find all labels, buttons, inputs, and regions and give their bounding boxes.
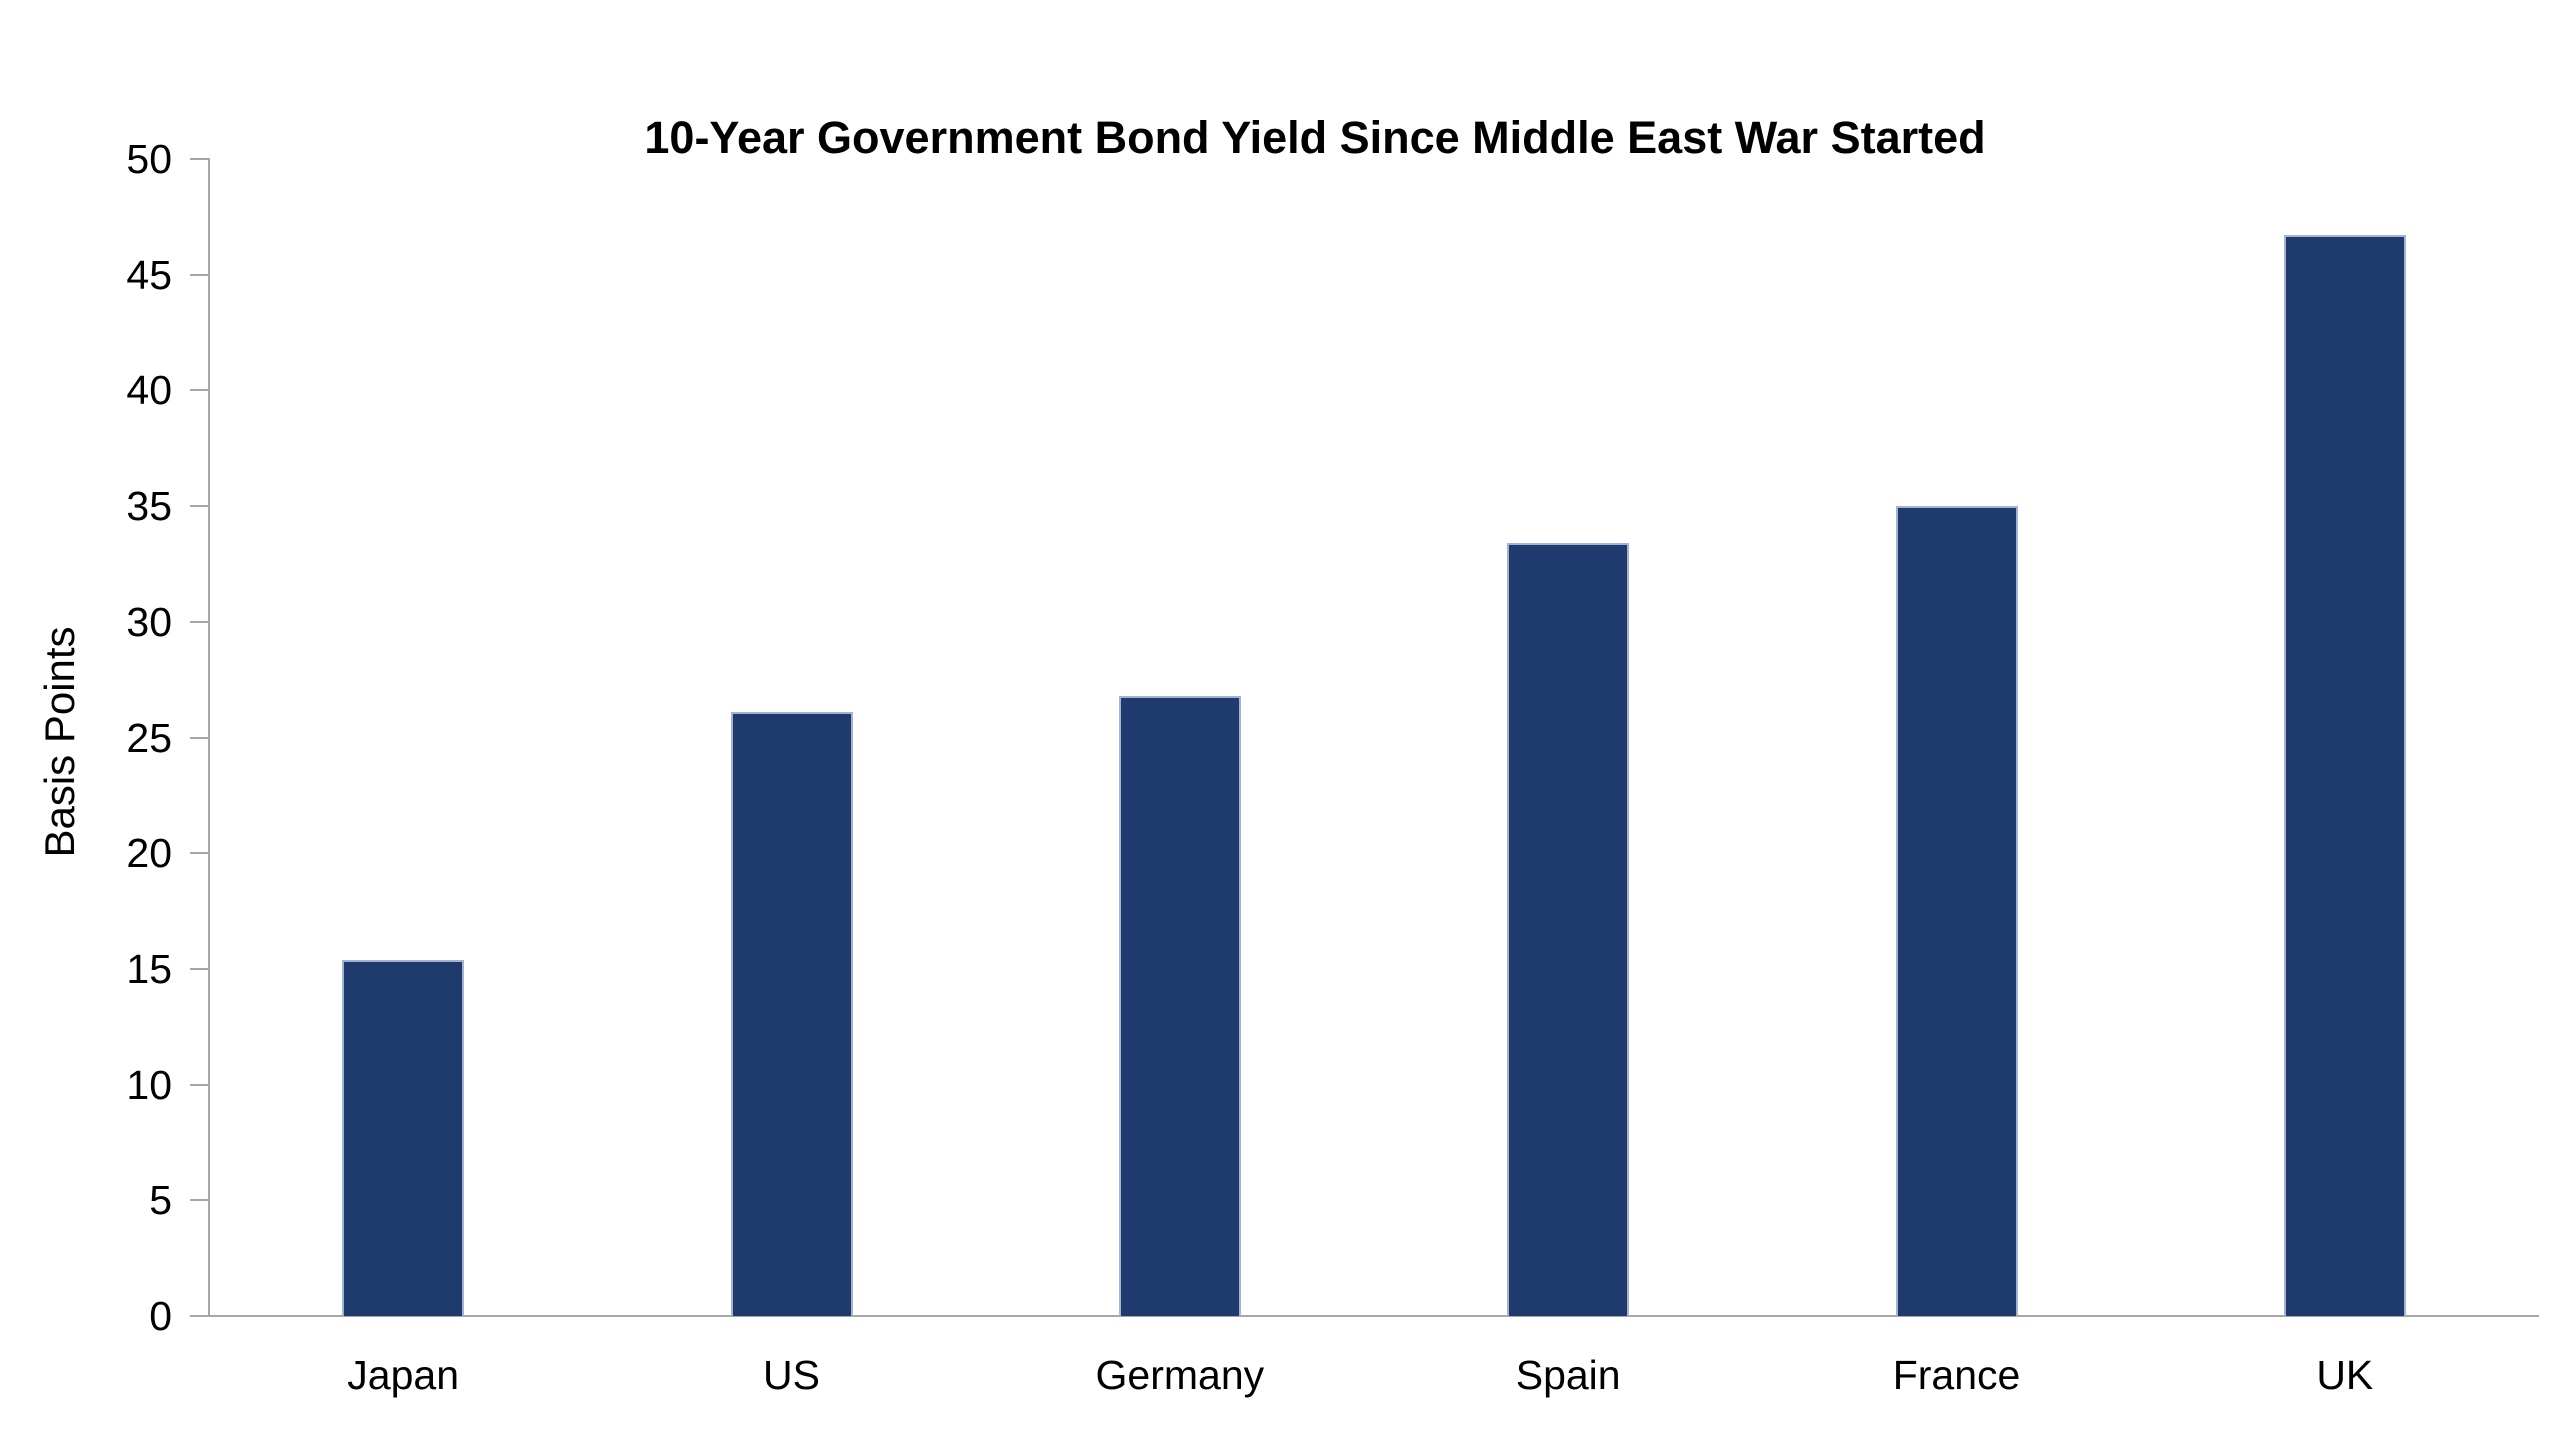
y-tick-mark-40 <box>190 389 208 392</box>
y-tick-mark-5 <box>190 1199 208 1202</box>
y-tick-label-35: 35 <box>126 483 172 530</box>
y-tick-mark-25 <box>190 736 208 739</box>
x-axis-label-france: France <box>1892 1352 2021 1398</box>
y-tick-label-45: 45 <box>126 251 172 298</box>
x-axis-label-us: US <box>763 1352 820 1398</box>
bar-japan <box>342 959 465 1316</box>
bar-spain <box>1507 543 1630 1316</box>
y-tick-label-20: 20 <box>126 830 172 877</box>
y-tick-label-50: 50 <box>126 136 172 182</box>
x-axis-label-uk: UK <box>2316 1352 2374 1398</box>
y-tick-mark-50 <box>190 158 208 160</box>
bar-uk <box>2283 235 2406 1316</box>
y-axis-line <box>208 158 210 1317</box>
y-tick-mark-35 <box>190 505 208 508</box>
x-axis-label-spain: Spain <box>1515 1352 1621 1398</box>
y-tick-mark-30 <box>190 620 208 623</box>
chart-title: 10-Year Government Bond Yield Since Midd… <box>644 112 1986 163</box>
bar-germany <box>1118 695 1241 1316</box>
y-tick-mark-10 <box>190 1083 208 1086</box>
y-tick-label-10: 10 <box>126 1061 172 1108</box>
y-tick-label-40: 40 <box>126 367 172 414</box>
y-tick-label-5: 5 <box>149 1177 172 1224</box>
y-tick-label-15: 15 <box>126 945 172 992</box>
x-axis-label-germany: Germany <box>1095 1352 1265 1398</box>
y-tick-mark-45 <box>190 273 208 276</box>
y-tick-mark-20 <box>190 852 208 855</box>
x-axis-line <box>208 1315 2539 1317</box>
y-tick-label-30: 30 <box>126 598 172 645</box>
bar-us <box>730 712 853 1316</box>
y-tick-label-0: 0 <box>149 1293 172 1339</box>
y-tick-label-25: 25 <box>126 714 172 761</box>
y-tick-mark-0 <box>190 1315 208 1317</box>
x-axis-label-japan: Japan <box>347 1352 460 1398</box>
y-tick-mark-15 <box>190 967 208 970</box>
bar-france <box>1895 506 2018 1316</box>
